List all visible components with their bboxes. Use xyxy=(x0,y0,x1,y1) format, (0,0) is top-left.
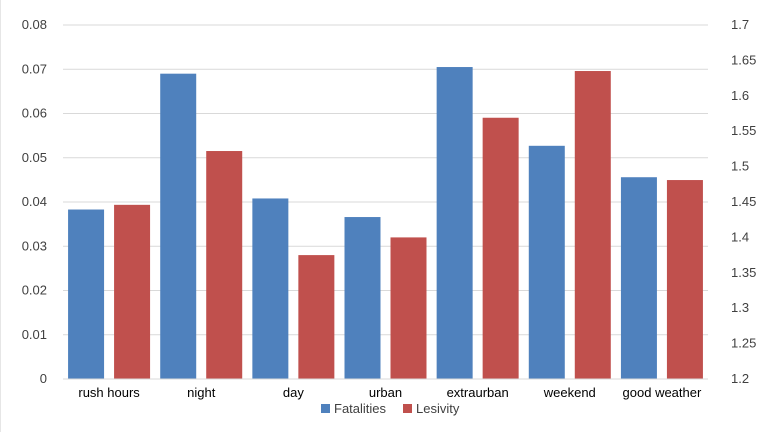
bar-lesivity xyxy=(574,71,611,380)
bar-fatalities xyxy=(68,209,105,379)
bar-lesivity xyxy=(114,204,151,379)
right-axis-tick-label: 1.4 xyxy=(731,229,749,244)
left-axis-tick-label: 0.03 xyxy=(22,238,47,253)
right-axis-tick-label: 1.6 xyxy=(731,88,749,103)
bar-lesivity xyxy=(390,237,427,379)
category-label: night xyxy=(187,385,216,400)
left-axis-tick-label: 0.08 xyxy=(22,17,47,32)
category-label: weekend xyxy=(543,385,596,400)
legend-label-lesivity: Lesivity xyxy=(416,401,460,416)
right-axis-tick-label: 1.3 xyxy=(731,300,749,315)
bar-lesivity xyxy=(666,180,703,379)
left-axis-tick-label: 0 xyxy=(40,371,47,386)
category-label: urban xyxy=(369,385,402,400)
bar-fatalities xyxy=(620,177,657,379)
bar-fatalities xyxy=(344,217,381,379)
legend-label-fatalities: Fatalities xyxy=(334,401,387,416)
left-axis-tick-labels: 0 0.01 0.02 0.03 0.04 0.05 0.06 0.07 0.08 xyxy=(22,17,47,386)
legend: Fatalities Lesivity xyxy=(321,401,460,416)
left-axis-tick-label: 0.04 xyxy=(22,194,47,209)
legend-swatch-fatalities xyxy=(321,404,330,413)
left-axis-tick-label: 0.05 xyxy=(22,150,47,165)
category-label: rush hours xyxy=(78,385,140,400)
right-axis-tick-label: 1.5 xyxy=(731,159,749,174)
category-label: good weather xyxy=(623,385,702,400)
left-axis-tick-label: 0.02 xyxy=(22,283,47,298)
bar-fatalities xyxy=(252,198,289,379)
bar-lesivity xyxy=(298,255,335,379)
right-axis-tick-label: 1.2 xyxy=(731,371,749,386)
category-label: day xyxy=(283,385,304,400)
right-axis-tick-label: 1.7 xyxy=(731,17,749,32)
bar-fatalities xyxy=(436,67,473,379)
right-axis-tick-label: 1.45 xyxy=(731,194,756,209)
right-axis-tick-label: 1.65 xyxy=(731,52,756,67)
category-labels: rush hours night day urban extraurban weekend… xyxy=(78,385,702,400)
category-label: extraurban xyxy=(447,385,509,400)
gridlines xyxy=(63,24,708,336)
left-axis-tick-label: 0.01 xyxy=(22,327,47,342)
right-axis-tick-labels: 1.2 1.25 1.3 1.35 1.4 1.45 1.5 1.55 1.6 1.65 1.7 xyxy=(731,17,756,386)
bar-lesivity xyxy=(206,151,243,379)
legend-swatch-lesivity xyxy=(403,404,412,413)
right-axis-tick-label: 1.55 xyxy=(731,123,756,138)
bar-fatalities xyxy=(160,73,197,380)
bars xyxy=(68,67,703,380)
bar-fatalities xyxy=(528,145,565,379)
left-axis-tick-label: 0.06 xyxy=(22,106,47,121)
right-axis-tick-label: 1.35 xyxy=(731,265,756,280)
bar-lesivity xyxy=(482,117,519,380)
left-axis-tick-label: 0.07 xyxy=(22,61,47,76)
right-axis-tick-label: 1.25 xyxy=(731,336,756,351)
